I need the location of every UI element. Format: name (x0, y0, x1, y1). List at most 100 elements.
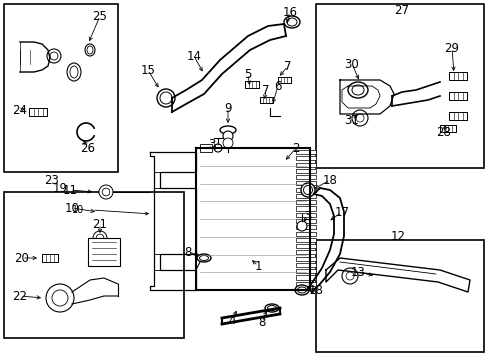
Ellipse shape (264, 304, 279, 312)
Bar (277, 77, 290, 83)
Circle shape (341, 268, 357, 284)
Bar (439, 125, 455, 131)
Bar (295, 206, 315, 211)
Circle shape (296, 221, 306, 231)
Text: 31: 31 (344, 113, 359, 126)
Bar (295, 257, 315, 261)
Text: 21: 21 (92, 217, 107, 230)
Bar (295, 238, 315, 242)
Bar (315, 240, 483, 352)
Bar (4, 192, 183, 338)
Text: 15: 15 (140, 63, 155, 77)
Bar (295, 163, 315, 167)
Bar (295, 225, 315, 229)
Ellipse shape (47, 49, 61, 63)
Text: 8: 8 (184, 246, 191, 258)
Text: 2: 2 (292, 141, 299, 154)
Text: 25: 25 (92, 9, 107, 22)
Text: 18: 18 (322, 174, 337, 186)
Ellipse shape (67, 63, 81, 81)
Bar (448, 92, 466, 100)
Bar (295, 275, 315, 279)
Ellipse shape (85, 44, 95, 56)
Circle shape (214, 144, 222, 152)
Bar (244, 81, 259, 87)
Bar (295, 181, 315, 185)
Text: 19: 19 (52, 181, 67, 194)
Text: 24: 24 (13, 104, 27, 117)
Bar (295, 213, 315, 217)
Ellipse shape (284, 16, 299, 28)
Text: 17: 17 (334, 206, 349, 219)
Bar (42, 254, 58, 262)
Text: 4: 4 (228, 314, 235, 327)
Ellipse shape (294, 285, 308, 295)
Circle shape (223, 138, 232, 148)
Text: 28: 28 (436, 126, 450, 139)
Bar (295, 282, 315, 286)
Circle shape (96, 234, 103, 242)
Text: 10: 10 (72, 205, 84, 215)
Ellipse shape (157, 89, 175, 107)
Text: 10: 10 (64, 202, 79, 215)
Text: 16: 16 (282, 5, 297, 18)
Bar (295, 269, 315, 273)
Ellipse shape (70, 66, 78, 78)
Text: 11: 11 (62, 184, 77, 197)
Bar (295, 188, 315, 192)
Text: 26: 26 (81, 141, 95, 154)
Bar (295, 175, 315, 179)
Text: 14: 14 (186, 49, 201, 63)
Text: 13: 13 (350, 266, 365, 279)
Text: 23: 23 (44, 174, 60, 186)
Ellipse shape (286, 18, 296, 26)
Bar (200, 144, 212, 152)
Ellipse shape (303, 185, 312, 194)
Bar (295, 250, 315, 255)
Text: 30: 30 (344, 58, 359, 71)
Bar (4, 4, 118, 172)
Ellipse shape (301, 183, 314, 197)
Text: 29: 29 (444, 41, 459, 54)
Ellipse shape (223, 131, 232, 141)
Text: 3: 3 (304, 210, 311, 222)
Ellipse shape (351, 85, 363, 95)
Ellipse shape (87, 46, 93, 54)
Circle shape (52, 290, 68, 306)
Circle shape (93, 231, 107, 245)
Bar (259, 97, 272, 103)
Ellipse shape (199, 256, 208, 261)
Text: 8: 8 (258, 315, 265, 328)
Text: 3: 3 (208, 138, 215, 150)
Bar (29, 108, 47, 116)
Ellipse shape (160, 92, 172, 104)
Text: 7: 7 (262, 84, 269, 96)
Text: 22: 22 (13, 289, 27, 302)
Bar (295, 194, 315, 198)
Text: 12: 12 (390, 230, 405, 243)
Bar (295, 150, 315, 154)
Bar (295, 156, 315, 160)
Circle shape (102, 188, 110, 196)
Circle shape (355, 114, 363, 122)
Text: 1: 1 (254, 260, 261, 273)
Ellipse shape (297, 287, 306, 293)
Bar (295, 169, 315, 173)
Ellipse shape (220, 126, 236, 134)
Text: 20: 20 (15, 252, 29, 265)
Circle shape (346, 272, 353, 280)
Bar (448, 72, 466, 80)
Ellipse shape (197, 254, 210, 262)
Ellipse shape (267, 306, 276, 310)
Text: 6: 6 (274, 80, 281, 93)
Bar (315, 4, 483, 168)
Bar (295, 219, 315, 223)
Bar (295, 231, 315, 236)
Text: 27: 27 (394, 4, 408, 17)
Ellipse shape (347, 82, 367, 98)
Bar (448, 112, 466, 120)
Ellipse shape (50, 52, 58, 60)
Text: 18: 18 (308, 284, 323, 297)
Bar (88, 238, 120, 266)
Text: 9: 9 (224, 102, 231, 114)
